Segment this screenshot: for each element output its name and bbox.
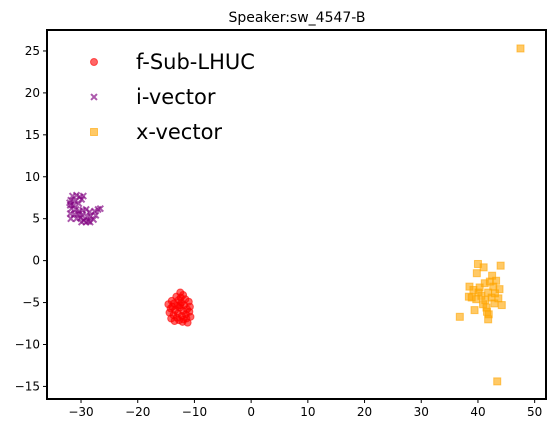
data-point — [168, 302, 177, 311]
x-tick-label: −30 — [68, 405, 93, 419]
data-point — [497, 301, 506, 310]
plot-frame — [46, 29, 547, 400]
legend-label: x-vector — [136, 120, 222, 144]
x-tick-label: 50 — [527, 405, 542, 419]
y-tick-label: 20 — [25, 86, 40, 100]
data-point — [86, 218, 94, 226]
x-tick-label: 0 — [247, 405, 255, 419]
data-point — [176, 301, 185, 310]
legend-marker — [90, 128, 98, 136]
x-tick-label: −20 — [125, 405, 150, 419]
x-axis: −30 −20 −10 0 10 20 30 40 50 — [68, 399, 542, 419]
data-point — [470, 306, 479, 315]
y-tick-label: 5 — [32, 212, 40, 226]
data-point — [472, 269, 481, 278]
data-point — [67, 215, 75, 223]
series-circle — [164, 288, 195, 327]
legend-label: f-Sub-LHUC — [136, 50, 255, 74]
x-tick-label: −10 — [182, 405, 207, 419]
data-point — [96, 204, 104, 213]
chart-title: Speaker:sw_4547-B — [229, 10, 366, 26]
data-point — [65, 199, 74, 207]
legend-marker — [90, 93, 98, 101]
y-tick-label: 10 — [25, 170, 40, 184]
y-tick-label: 15 — [25, 128, 40, 142]
x-tick-label: 20 — [357, 405, 372, 419]
x-tick-label: 40 — [470, 405, 485, 419]
legend-item: x-vector — [90, 120, 222, 144]
points-layer — [65, 44, 525, 386]
data-point — [474, 288, 483, 297]
data-point — [74, 209, 82, 218]
y-tick-label: 25 — [25, 44, 40, 58]
data-point — [467, 293, 476, 302]
y-tick-label: −15 — [15, 379, 40, 393]
legend-label: i-vector — [136, 85, 216, 109]
x-tick-label: 10 — [300, 405, 315, 419]
data-point — [493, 377, 502, 386]
data-point — [479, 263, 488, 272]
data-point — [490, 299, 499, 308]
legend-marker — [90, 58, 98, 66]
data-point — [92, 211, 100, 220]
data-point — [495, 285, 504, 294]
legend-item: f-Sub-LHUC — [90, 50, 255, 74]
y-axis: −15 −10 −5 0 5 10 15 20 25 — [15, 44, 47, 393]
y-tick-label: −10 — [15, 337, 40, 351]
data-point — [516, 44, 525, 53]
series-x — [65, 191, 104, 226]
data-point — [485, 277, 494, 286]
series-square — [455, 44, 525, 386]
data-point — [75, 199, 83, 208]
data-point — [170, 317, 179, 326]
x-tick-label: 30 — [414, 405, 429, 419]
data-point — [455, 312, 464, 321]
y-tick-label: −5 — [22, 296, 40, 310]
data-point — [484, 315, 493, 324]
data-point — [182, 314, 191, 323]
data-point — [496, 261, 505, 270]
data-point — [176, 293, 185, 302]
y-tick-label: 0 — [32, 254, 40, 268]
legend-item: i-vector — [90, 85, 216, 109]
legend: f-Sub-LHUC i-vector x-vector — [90, 50, 255, 144]
